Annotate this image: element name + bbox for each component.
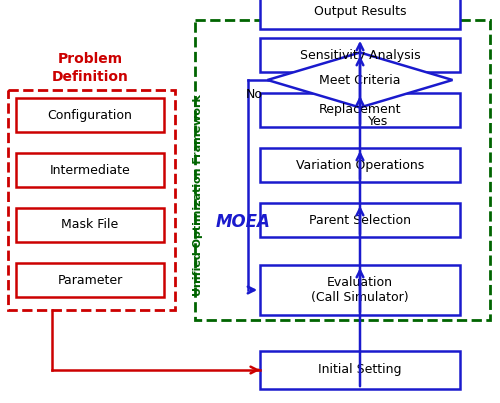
FancyBboxPatch shape [16,263,164,297]
Text: Mask File: Mask File [62,218,118,231]
FancyBboxPatch shape [260,148,460,182]
Text: Parameter: Parameter [58,274,122,287]
FancyBboxPatch shape [260,265,460,315]
FancyBboxPatch shape [16,208,164,242]
Text: Unified Optimization Framework: Unified Optimization Framework [193,94,203,296]
Text: Variation Operations: Variation Operations [296,158,424,172]
Text: Evaluation
(Call Simulator): Evaluation (Call Simulator) [311,276,409,305]
Text: Replacement: Replacement [319,104,401,116]
FancyBboxPatch shape [260,203,460,237]
Text: No: No [246,89,263,102]
Text: Parent Selection: Parent Selection [309,214,411,226]
FancyBboxPatch shape [16,98,164,132]
Text: Output Results: Output Results [314,6,406,19]
Text: Sensitivity Analysis: Sensitivity Analysis [300,48,420,62]
FancyBboxPatch shape [16,153,164,187]
FancyBboxPatch shape [260,0,460,29]
FancyBboxPatch shape [260,93,460,127]
Text: Intermediate: Intermediate [50,164,130,177]
Text: Yes: Yes [368,115,388,128]
Text: Configuration: Configuration [48,108,132,121]
FancyBboxPatch shape [260,38,460,72]
Text: Meet Criteria: Meet Criteria [320,73,401,87]
Polygon shape [268,52,452,108]
Text: Initial Setting: Initial Setting [318,364,402,376]
Text: MOEA: MOEA [216,213,270,231]
Text: Problem
Definition: Problem Definition [52,52,128,84]
FancyBboxPatch shape [260,351,460,389]
